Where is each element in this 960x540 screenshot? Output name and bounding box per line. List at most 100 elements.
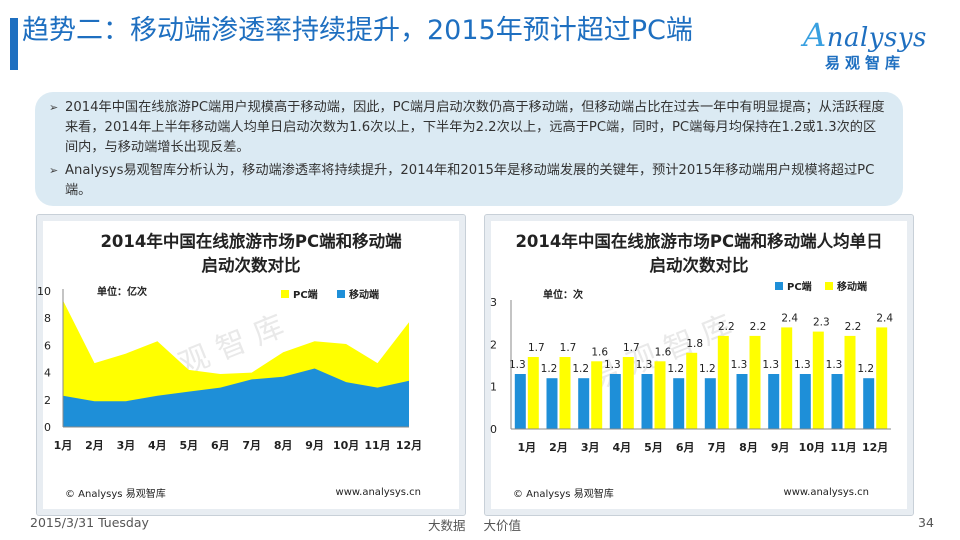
data-label: 1.2 [699, 363, 716, 375]
data-label: 1.2 [667, 363, 684, 375]
y-tick-label: 0 [490, 423, 497, 436]
bar-mobile [654, 361, 666, 429]
chart-title-line: 启动次数对比 [650, 255, 749, 275]
x-tick-label: 4月 [613, 441, 632, 454]
bar-pc [514, 374, 526, 429]
bar-mobile [622, 357, 634, 429]
x-tick-label: 8月 [739, 441, 758, 454]
bar-pc [863, 378, 875, 429]
y-tick-label: 0 [44, 421, 51, 434]
bar-mobile [717, 335, 729, 429]
legend-label: 移动端 [349, 288, 379, 301]
data-label: 2.4 [781, 312, 798, 324]
bullet-arrow-icon: ➢ [49, 164, 59, 177]
data-label: 1.7 [623, 342, 640, 354]
data-label: 1.6 [591, 346, 608, 358]
data-label: 2.2 [750, 321, 767, 333]
x-tick-label: 3月 [117, 439, 136, 452]
data-label: 1.7 [560, 342, 577, 354]
data-label: 1.6 [655, 346, 672, 358]
x-tick-label: 7月 [708, 441, 727, 454]
bar-pc [831, 374, 843, 429]
data-label: 1.3 [604, 359, 621, 371]
y-tick-label: 4 [44, 367, 51, 380]
bar-pc [673, 378, 685, 429]
summary-bullet-text-2: Analysys易观智库分析认为，移动端渗透率将持续提升，2014年和2015年… [65, 163, 875, 198]
x-tick-label: 7月 [242, 439, 261, 452]
legend-swatch [337, 290, 345, 298]
data-label: 1.7 [528, 342, 545, 354]
summary-bullet-2: ➢ Analysys易观智库分析认为，移动端渗透率将持续提升，2014年和201… [49, 161, 887, 201]
x-tick-label: 10月 [799, 441, 825, 454]
summary-box: ➢ 2014年中国在线旅游PC端用户规模高于移动端，因此，PC端月启动次数仍高于… [35, 92, 903, 206]
bar-pc [799, 374, 811, 429]
data-label: 1.3 [731, 359, 748, 371]
y-tick-label: 10 [37, 285, 51, 298]
y-tick-label: 8 [44, 312, 51, 325]
bar-mobile [686, 352, 698, 429]
bar-mobile [559, 357, 571, 429]
x-tick-label: 1月 [518, 441, 537, 454]
page-number: 34 [918, 515, 934, 530]
data-label: 2.2 [845, 321, 862, 333]
data-label: 1.3 [794, 359, 811, 371]
bar-mobile [812, 331, 824, 429]
title-accent-bar [10, 18, 18, 70]
legend-swatch [825, 282, 833, 290]
chart-source: © Analysys 易观智库 [513, 487, 614, 500]
chart-panel-launches: 易观智库 2014年中国在线旅游市场PC端和移动端 启动次数对比 © Analysys… [36, 214, 466, 516]
footer-date: 2015/3/31 Tuesday [30, 515, 149, 530]
bar-mobile [749, 335, 761, 429]
summary-bullet-1: ➢ 2014年中国在线旅游PC端用户规模高于移动端，因此，PC端月启动次数仍高于… [49, 98, 887, 158]
x-tick-label: 9月 [771, 441, 790, 454]
x-tick-label: 12月 [862, 441, 888, 454]
bar-mobile [844, 335, 856, 429]
bullet-arrow-icon: ➢ [49, 101, 59, 114]
y-tick-label: 2 [44, 394, 51, 407]
data-label: 1.2 [572, 363, 589, 375]
x-tick-label: 2月 [549, 441, 568, 454]
data-label: 2.3 [813, 317, 830, 329]
x-tick-label: 6月 [676, 441, 695, 454]
bar-mobile [527, 357, 539, 429]
chart-title-line: 2014年中国在线旅游市场PC端和移动端人均单日 [515, 231, 882, 251]
chart-unit-label: 单位：亿次 [97, 285, 147, 298]
x-tick-label: 9月 [305, 439, 324, 452]
logo-wordmark-rest: nalysys [826, 23, 927, 53]
area-series-mobile [63, 368, 409, 427]
y-tick-label: 2 [490, 338, 497, 351]
page-title: 趋势二：移动端渗透率持续提升，2015年预计超过PC端 [22, 15, 693, 46]
x-tick-label: 5月 [179, 439, 198, 452]
x-tick-label: 3月 [581, 441, 600, 454]
bar-mobile [876, 327, 888, 429]
data-label: 1.2 [541, 363, 558, 375]
logo-chinese: 易观智库 [824, 54, 905, 72]
data-label: 1.8 [686, 338, 703, 350]
bar-mobile [781, 327, 793, 429]
x-tick-label: 2月 [85, 439, 104, 452]
bar-mobile [591, 361, 603, 429]
chart-url: www.analysys.cn [784, 487, 869, 498]
x-tick-label: 5月 [644, 441, 663, 454]
chart-title-line: 2014年中国在线旅游市场PC端和移动端 [100, 231, 402, 251]
data-label: 1.3 [762, 359, 779, 371]
data-label: 1.3 [509, 359, 526, 371]
legend-label: PC端 [787, 280, 812, 293]
chart-unit-label: 单位：次 [543, 288, 583, 301]
bar-pc [641, 374, 653, 429]
logo-wordmark: Analysys [803, 16, 927, 54]
chart-title-line: 启动次数对比 [202, 255, 301, 275]
analysys-logo: Analysys 易观智库 [790, 16, 940, 73]
footer-slogan: 大数据 大价值 [428, 518, 521, 533]
bar-pc [704, 378, 716, 429]
y-tick-label: 1 [490, 381, 497, 394]
bar-pc [736, 374, 748, 429]
legend-swatch [281, 290, 289, 298]
x-tick-label: 8月 [274, 439, 293, 452]
legend-label: 移动端 [837, 280, 867, 293]
x-tick-label: 12月 [396, 439, 422, 452]
data-label: 1.3 [636, 359, 653, 371]
legend-label: PC端 [293, 288, 318, 301]
chart-url: www.analysys.cn [336, 487, 421, 498]
chart-source: © Analysys 易观智库 [65, 487, 166, 500]
